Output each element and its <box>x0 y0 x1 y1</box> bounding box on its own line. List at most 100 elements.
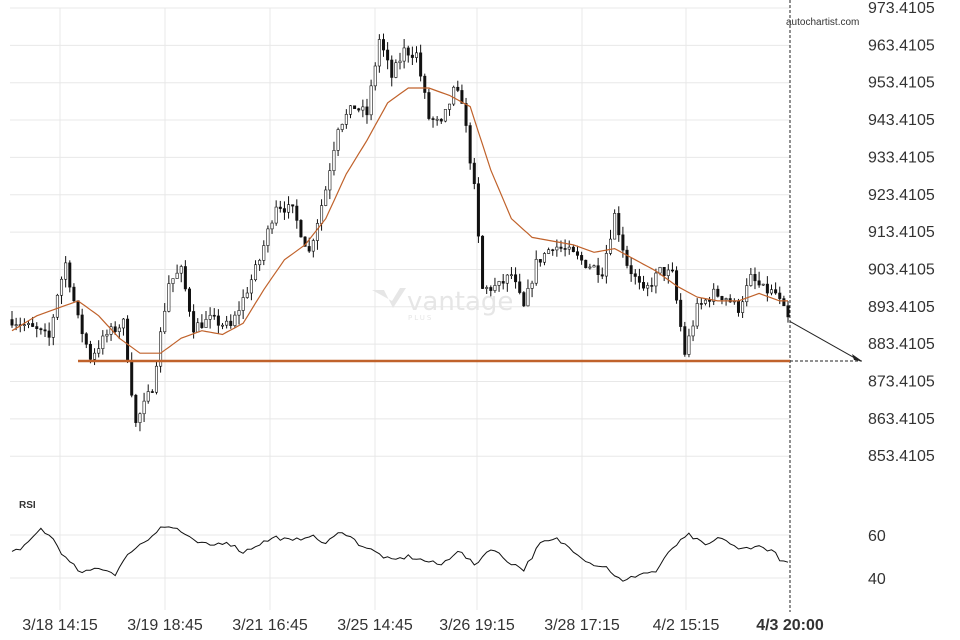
candle-body <box>229 320 233 326</box>
time-tick-label: 4/2 15:15 <box>653 617 720 634</box>
candle-body <box>324 189 328 206</box>
candle <box>679 293 683 332</box>
candle <box>390 55 394 87</box>
candle-body <box>757 280 761 286</box>
candle-body <box>225 320 229 326</box>
candle-body <box>736 300 740 313</box>
candle-body <box>204 319 208 328</box>
candle <box>542 252 546 266</box>
candle <box>415 46 419 63</box>
candle-body <box>609 238 613 254</box>
candle-body <box>60 278 64 296</box>
candle <box>105 329 109 343</box>
candle-body <box>196 322 200 333</box>
candle <box>448 103 452 116</box>
candle-body <box>431 118 435 120</box>
candle-body <box>584 259 588 269</box>
candle-body <box>427 92 431 119</box>
candle <box>522 291 526 308</box>
yaxis-layer: 973.4105 963.4105 953.4105 943.4105 933.4105… <box>868 0 935 588</box>
candle-body <box>47 330 51 338</box>
candle-body <box>505 274 509 284</box>
candle <box>497 280 501 292</box>
time-tick-label: 3/26 19:15 <box>439 617 515 634</box>
candle-body <box>699 303 703 305</box>
candle <box>493 277 497 293</box>
candle-body <box>410 54 414 58</box>
candle <box>646 282 650 297</box>
candle <box>299 219 303 238</box>
candle-body <box>295 205 299 221</box>
candle <box>654 268 658 294</box>
candle-body <box>340 124 344 130</box>
candle-body <box>51 316 55 338</box>
candle-body <box>646 285 650 289</box>
candle <box>171 278 175 293</box>
candle <box>39 327 43 335</box>
candle-body <box>741 301 745 313</box>
candle-body <box>509 274 513 277</box>
candle <box>712 283 716 306</box>
candle <box>547 247 551 255</box>
candle-body <box>150 391 154 393</box>
time-tick-label: 4/3 20:00 <box>756 617 824 634</box>
forecast-arrow-head <box>852 353 862 361</box>
candle <box>584 259 588 269</box>
candle-body <box>336 129 340 151</box>
candle-body <box>328 170 332 191</box>
candle <box>72 283 76 303</box>
candle <box>732 298 736 305</box>
candle-body <box>291 204 295 207</box>
candle-body <box>728 298 732 303</box>
candle <box>51 314 55 346</box>
candle-body <box>679 299 683 327</box>
candle <box>749 267 753 287</box>
time-tick-label: 3/28 17:15 <box>544 617 620 634</box>
candle-body <box>113 326 117 332</box>
candle <box>765 276 769 302</box>
time-tick-label: 3/25 14:45 <box>337 617 413 634</box>
candle-body <box>456 86 460 91</box>
candle-body <box>600 274 604 277</box>
candle-body <box>542 253 546 263</box>
candle <box>757 271 761 288</box>
candle <box>567 240 571 255</box>
forecast-layer <box>789 320 862 362</box>
candle-body <box>55 294 59 318</box>
candle <box>365 98 369 124</box>
candle-body <box>592 265 596 268</box>
candle <box>439 118 443 124</box>
candle-body <box>567 246 571 250</box>
candle-body <box>216 315 220 326</box>
price-tick-label: 873.4105 <box>868 374 935 391</box>
candle-body <box>31 323 35 327</box>
candle-body <box>353 105 357 110</box>
candle-body <box>212 314 216 317</box>
candle-body <box>179 266 183 274</box>
candle <box>126 315 130 364</box>
candle <box>633 269 637 285</box>
candle-body <box>753 274 757 282</box>
candle <box>237 301 241 325</box>
candle <box>609 229 613 256</box>
candle-body <box>642 282 646 289</box>
candle <box>233 311 237 328</box>
candle-body <box>782 298 786 307</box>
candle <box>254 260 258 282</box>
candle-body <box>97 348 101 354</box>
candle <box>278 200 282 213</box>
candle-body <box>348 105 352 115</box>
candle <box>221 322 225 330</box>
candle-body <box>695 303 699 327</box>
candle <box>724 297 728 306</box>
candle <box>571 245 575 253</box>
candle <box>159 327 163 373</box>
candle-body <box>315 223 319 241</box>
candle <box>423 73 427 99</box>
candle <box>720 295 724 305</box>
candle <box>55 293 59 321</box>
candle-body <box>774 289 778 294</box>
candle <box>386 42 390 70</box>
candle <box>662 266 666 282</box>
